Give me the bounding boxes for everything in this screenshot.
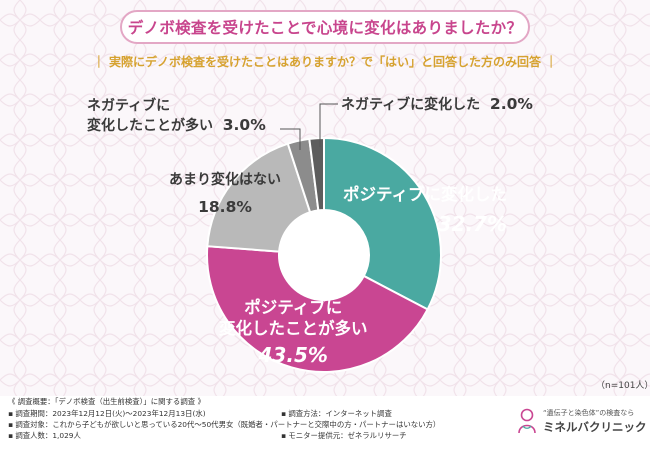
clinic-logo-icon [518, 408, 536, 434]
survey-overview: 《 調査概要：「デノボ検査（出生前検査）」に関する調査 》 [8, 397, 205, 406]
label-negative-mostly: ネガティブに 変化したことが多い 3.0% [87, 97, 266, 136]
survey-target: ▪ 調査対象：これから子どもが欲しいと思っている20代〜50代男女（既婚者・パー… [8, 420, 441, 429]
chart-title: デノボ検査を受けたことで心境に変化はありましたか？ [120, 10, 530, 44]
label-negative-changed-text: ネガティブに変化した [341, 97, 481, 113]
survey-period-text: 調査期間：2023年12月12日(火)〜2023年12月13日(水) [15, 409, 206, 418]
survey-target-text: 調査対象：これから子どもが欲しいと思っている20代〜50代男女（既婚者・パートナ… [15, 420, 441, 429]
survey-period: ▪ 調査期間：2023年12月12日(火)〜2023年12月13日(水) [8, 409, 206, 418]
label-positive-changed: ポジティブに変化した 32.7% [343, 185, 507, 237]
label-negative-changed-value: 2.0% [489, 95, 533, 113]
survey-count-text: 調査人数：1,029人 [15, 431, 81, 440]
donut-hole [279, 210, 369, 300]
sample-size: （n=101人） [596, 381, 650, 391]
label-positive-mostly-value: 43.5% [258, 343, 328, 368]
label-negative-mostly-line2: 変化したことが多い [87, 118, 213, 135]
survey-method: ▪ 調査方法：インターネット調査 [281, 409, 392, 418]
label-little-change: あまり変化はない 18.8% [169, 171, 281, 218]
survey-footer [0, 396, 650, 450]
label-negative-mostly-line1: ネガティブに [87, 98, 171, 114]
leader-line-negative-mostly [280, 128, 301, 150]
label-positive-changed-text: ポジティブに変化した [343, 185, 508, 204]
clinic-name: ミネルバクリニック [543, 420, 647, 434]
survey-provider: ▪ モニター提供元：ゼネラルリサーチ [281, 431, 407, 440]
label-positive-mostly-line1: ポジティブに [244, 298, 343, 317]
chart-subtitle: ｜ 実際にデノボ検査を受けたことはありますか？で「はい」と回答した方のみ回答 ｜ [92, 55, 558, 69]
leader-line-negative-changed [319, 103, 338, 147]
label-positive-mostly-line2: 変化したことが多い [219, 318, 368, 338]
label-positive-mostly: ポジティブに 変化したことが多い 43.5% [219, 298, 368, 368]
label-positive-changed-value: 32.7% [437, 211, 508, 236]
clinic-tagline: “遺伝子と染色体”の検査なら [543, 409, 635, 417]
label-little-change-value: 18.8% [198, 198, 252, 217]
label-negative-mostly-value: 3.0% [222, 116, 266, 135]
survey-count: ▪ 調査人数：1,029人 [8, 431, 81, 440]
label-negative-changed: ネガティブに変化した 2.0% [341, 94, 533, 114]
label-little-change-text: あまり変化はない [169, 172, 281, 188]
survey-provider-text: モニター提供元：ゼネラルリサーチ [288, 431, 407, 440]
survey-method-text: 調査方法：インターネット調査 [288, 409, 392, 418]
